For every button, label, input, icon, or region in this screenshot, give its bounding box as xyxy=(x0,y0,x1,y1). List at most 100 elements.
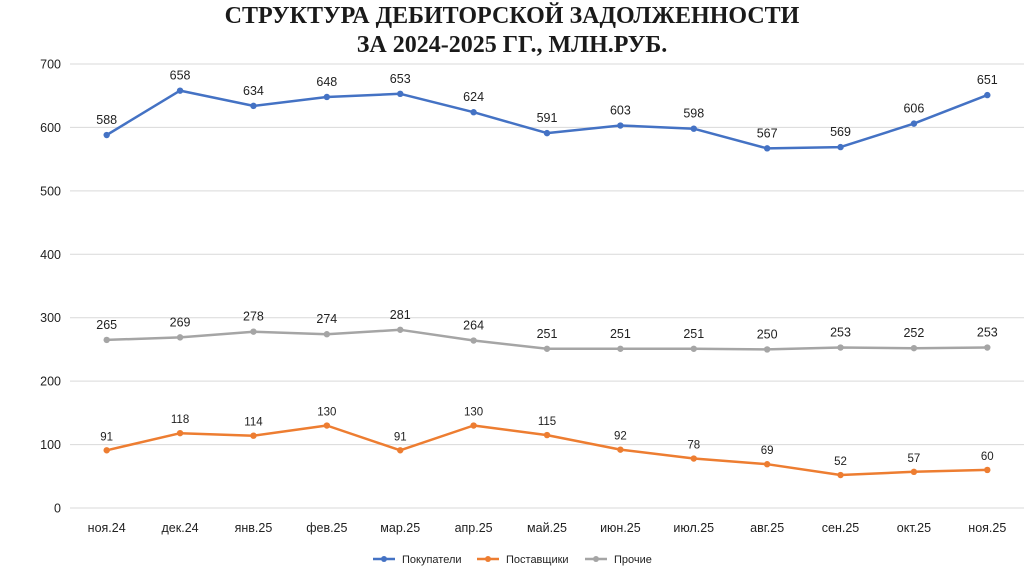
y-tick-label: 400 xyxy=(40,248,61,262)
data-point xyxy=(984,91,991,99)
legend-label: Покупатели xyxy=(402,554,462,566)
data-label: 57 xyxy=(908,453,921,465)
data-point xyxy=(617,345,624,352)
data-point xyxy=(763,145,771,152)
data-point xyxy=(250,328,257,335)
data-point xyxy=(543,129,551,137)
data-point xyxy=(690,455,697,462)
data-label: 281 xyxy=(390,308,411,322)
y-tick-label: 200 xyxy=(40,375,61,389)
data-label: 624 xyxy=(463,90,484,104)
data-label: 253 xyxy=(977,326,998,340)
data-point xyxy=(176,87,184,94)
data-label: 606 xyxy=(903,102,924,116)
data-point xyxy=(103,131,110,139)
y-tick-label: 500 xyxy=(40,184,61,198)
data-label: 91 xyxy=(394,431,407,443)
x-tick-label: янв.25 xyxy=(235,521,273,535)
y-tick-label: 100 xyxy=(40,438,61,452)
y-tick-label: 300 xyxy=(40,311,61,325)
data-point xyxy=(984,466,991,474)
data-label: 52 xyxy=(834,456,847,468)
data-label: 130 xyxy=(317,407,336,419)
data-label: 588 xyxy=(96,113,117,127)
data-point xyxy=(397,90,404,98)
data-label: 569 xyxy=(830,125,851,139)
data-label: 69 xyxy=(761,445,774,457)
data-label: 251 xyxy=(610,327,631,341)
data-label: 264 xyxy=(463,319,484,333)
data-label: 251 xyxy=(537,327,558,341)
data-label: 78 xyxy=(687,440,700,452)
chart-title-line1: СТРУКТУРА ДЕБИТОРСКОЙ ЗАДОЛЖЕННОСТИ xyxy=(224,3,800,29)
data-point xyxy=(910,120,918,127)
data-point xyxy=(470,109,477,116)
data-label: 253 xyxy=(830,326,851,340)
data-point xyxy=(910,468,918,476)
data-label: 252 xyxy=(903,326,924,340)
data-point xyxy=(910,344,918,352)
data-point xyxy=(176,429,184,437)
data-point xyxy=(837,471,844,479)
data-label: 265 xyxy=(96,318,117,332)
data-point xyxy=(470,422,477,429)
data-point xyxy=(397,326,404,333)
chart-title-line2: ЗА 2024-2025 ГГ., МЛН.РУБ. xyxy=(356,32,668,58)
x-tick-label: ноя.25 xyxy=(968,521,1006,535)
data-label: 115 xyxy=(538,416,556,428)
data-point xyxy=(470,337,477,344)
y-tick-label: 700 xyxy=(40,58,61,72)
x-tick-label: апр.25 xyxy=(455,521,493,535)
data-label: 598 xyxy=(683,107,704,121)
data-point xyxy=(617,122,624,129)
legend-swatch-marker xyxy=(485,556,491,562)
y-tick-label: 600 xyxy=(40,121,61,135)
data-point xyxy=(323,93,331,101)
data-label: 651 xyxy=(977,73,998,87)
x-tick-label: фев.25 xyxy=(306,521,347,535)
data-point xyxy=(176,334,184,341)
data-point xyxy=(323,422,331,429)
data-point xyxy=(837,344,844,351)
data-point xyxy=(397,447,404,454)
data-label: 92 xyxy=(614,431,627,443)
data-point xyxy=(837,143,844,151)
data-label: 91 xyxy=(100,431,113,443)
data-point xyxy=(103,336,110,344)
x-tick-label: июн.25 xyxy=(600,521,641,535)
data-point xyxy=(543,431,551,439)
data-label: 591 xyxy=(537,111,558,125)
data-label: 653 xyxy=(390,72,411,86)
data-label: 648 xyxy=(316,75,337,89)
x-tick-label: мар.25 xyxy=(380,521,420,535)
data-label: 567 xyxy=(757,126,778,140)
data-point xyxy=(323,331,331,338)
legend-swatch-marker xyxy=(381,556,387,562)
data-label: 60 xyxy=(981,451,994,463)
legend-label: Поставщики xyxy=(506,554,569,566)
data-label: 274 xyxy=(316,312,337,326)
data-label: 269 xyxy=(170,315,191,329)
data-label: 114 xyxy=(244,417,263,429)
data-label: 634 xyxy=(243,84,264,98)
y-tick-label: 0 xyxy=(54,502,61,516)
data-label: 278 xyxy=(243,310,264,324)
x-tick-label: окт.25 xyxy=(897,521,931,535)
legend-label: Прочие xyxy=(614,554,652,566)
x-tick-label: ноя.24 xyxy=(88,521,126,535)
chart-title: СТРУКТУРА ДЕБИТОРСКОЙ ЗАДОЛЖЕННОСТИ ЗА 2… xyxy=(0,2,1024,60)
x-tick-label: май.25 xyxy=(527,521,567,535)
data-label: 251 xyxy=(683,327,704,341)
data-label: 658 xyxy=(170,69,191,83)
data-label: 603 xyxy=(610,104,631,118)
data-point xyxy=(250,432,257,439)
x-tick-label: сен.25 xyxy=(822,521,860,535)
data-point xyxy=(984,344,991,351)
data-point xyxy=(617,446,624,453)
data-point xyxy=(690,345,697,352)
x-tick-label: дек.24 xyxy=(162,521,199,535)
data-point xyxy=(763,346,771,353)
data-point xyxy=(103,447,110,454)
data-point xyxy=(690,125,697,132)
